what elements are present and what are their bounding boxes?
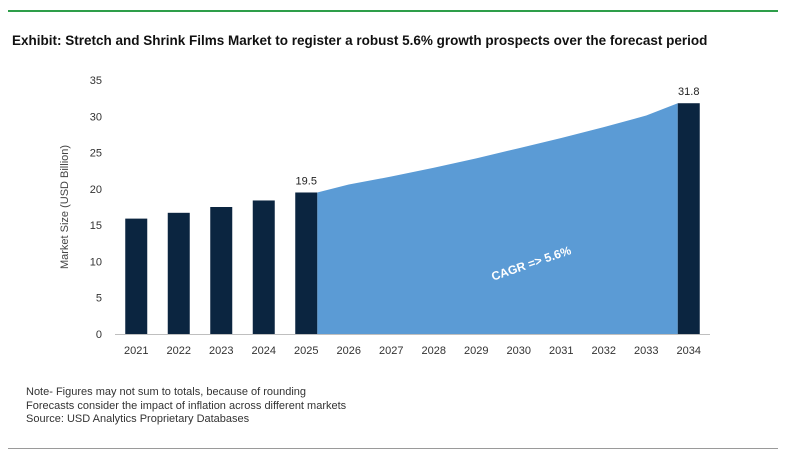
notes: Note- Figures may not sum to totals, bec…: [26, 386, 346, 427]
bar-2021: [125, 218, 148, 334]
top-rule: [8, 10, 778, 12]
bar-2022: [167, 212, 190, 334]
y-tick-label: 35: [90, 75, 102, 87]
y-tick-label: 10: [90, 256, 102, 268]
note-inflation: Forecasts consider the impact of inflati…: [26, 399, 347, 412]
x-tick-label: 2031: [549, 345, 573, 357]
y-tick-label: 25: [90, 148, 102, 160]
note-rounding: Note- Figures may not sum to totals, bec…: [26, 386, 307, 398]
y-tick-label: 5: [96, 293, 102, 305]
y-axis-label: Market Size (USD Billion): [59, 145, 71, 269]
x-tick-label: 2025: [294, 345, 318, 357]
x-tick-label: 2027: [379, 345, 403, 357]
bar-2024: [252, 200, 275, 334]
x-tick-label: 2033: [634, 345, 658, 357]
bottom-rule: [8, 448, 778, 449]
x-tick-label: 2023: [209, 345, 233, 357]
x-tick-label: 2029: [464, 345, 488, 357]
data-label-2034: 31.8: [678, 86, 699, 98]
x-tick-label: 2026: [337, 345, 361, 357]
x-tick-label: 2028: [422, 345, 446, 357]
x-tick-label: 2024: [252, 345, 276, 357]
x-tick-label: 2030: [507, 345, 531, 357]
note-source: Source: USD Analytics Proprietary Databa…: [26, 413, 250, 425]
chart-title: Exhibit: Stretch and Shrink Films Market…: [12, 33, 708, 48]
y-tick-label: 15: [90, 220, 102, 232]
bar-2025: [295, 192, 318, 334]
bar-2034: [677, 103, 700, 334]
y-tick-label: 20: [90, 184, 102, 196]
x-tick-label: 2032: [592, 345, 616, 357]
data-label-2025: 19.5: [296, 175, 317, 187]
forecast-area: [317, 103, 678, 334]
y-tick-label: 0: [96, 329, 102, 341]
bar-2023: [210, 207, 233, 334]
x-tick-label: 2022: [167, 345, 191, 357]
y-tick-label: 30: [90, 111, 102, 123]
x-tick-label: 2034: [677, 345, 701, 357]
x-tick-label: 2021: [124, 345, 148, 357]
